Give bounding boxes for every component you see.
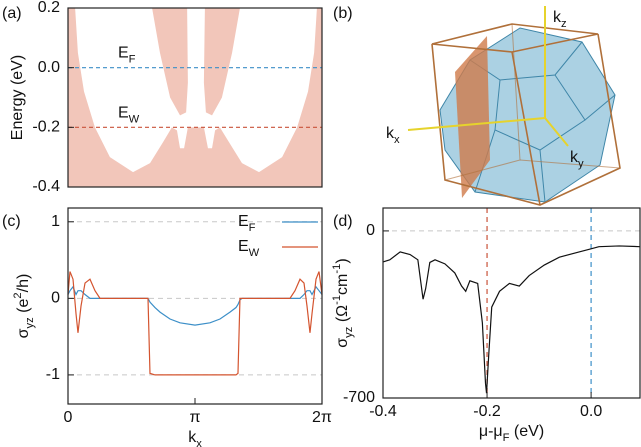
y-axis-label: σyz (e2/h) — [12, 274, 36, 339]
y-tick-label: 0.0 — [38, 59, 60, 76]
text-part: E — [238, 238, 249, 255]
series-line — [67, 271, 323, 376]
panel-label: (b) — [333, 5, 353, 22]
y-tick-label: 0 — [51, 290, 60, 307]
axis-name: ky — [570, 149, 584, 170]
brillouin-zone — [407, 6, 621, 206]
text-part: /h) — [15, 274, 32, 293]
zone-edge — [584, 94, 616, 121]
axis-name: kx — [386, 125, 400, 146]
band-gap-region — [75, 8, 317, 173]
text-part: E — [238, 213, 249, 230]
text-part: σ — [334, 338, 351, 348]
text-part: yz — [24, 317, 36, 329]
text-part: cm — [334, 274, 351, 295]
text-part: F — [249, 222, 256, 234]
text-part: k — [386, 125, 395, 142]
y-tick-label: 0.2 — [38, 0, 60, 16]
text-part: k — [188, 429, 197, 446]
level-label: EF — [118, 45, 136, 66]
level-label: EW — [118, 105, 140, 126]
box-edge — [511, 51, 541, 206]
text-part: σ — [15, 328, 32, 338]
axis-ky — [544, 117, 569, 147]
text-part: ) — [334, 258, 351, 263]
x-axis-label: μ-μF (eV) — [479, 423, 544, 444]
text-part: k — [553, 9, 562, 26]
text-part: (e — [15, 298, 32, 317]
plot-frame — [382, 207, 641, 399]
text-part: x — [196, 438, 202, 447]
text-part: (Ω — [334, 305, 351, 327]
panel-label: (a) — [2, 5, 22, 22]
y-axis-label: Energy (eV) — [9, 55, 26, 140]
x-tick-label: -0.2 — [473, 403, 501, 420]
legend-label: EF — [238, 213, 256, 234]
text-part: μ-μ — [479, 423, 503, 440]
x-tick-label: 0 — [64, 409, 73, 426]
x-tick-label: -0.4 — [369, 403, 397, 420]
axis-kx — [407, 117, 546, 131]
series-line — [67, 285, 323, 326]
text-part: yz — [343, 326, 355, 338]
text-part: W — [129, 113, 140, 125]
y-tick-label: 1 — [51, 213, 60, 230]
box-edge — [519, 159, 621, 169]
zone-edge — [539, 149, 546, 203]
panel-label: (c) — [2, 213, 21, 230]
text-part: x — [394, 134, 400, 146]
y-tick-label: -0.4 — [32, 178, 60, 195]
text-part: -1 — [331, 264, 343, 274]
text-part: y — [578, 158, 584, 170]
text-part: k — [570, 149, 579, 166]
text-part: Energy (eV) — [9, 55, 26, 140]
panel-label: (d) — [333, 213, 353, 230]
y-axis-label: σyz (Ω-1cm-1) — [331, 258, 355, 347]
series-line — [382, 245, 641, 394]
text-part: z — [561, 18, 567, 30]
x-tick-label: 2π — [312, 409, 332, 426]
y-tick-label: -0.2 — [32, 119, 60, 136]
x-tick-label: π — [189, 409, 200, 426]
x-axis-label: kx — [188, 429, 202, 447]
text-part: W — [249, 247, 260, 259]
text-part: (eV) — [509, 423, 544, 440]
text-part: F — [129, 54, 136, 66]
text-part: 2 — [12, 292, 24, 298]
plot-frame — [67, 7, 323, 188]
y-tick-label: -1 — [46, 366, 60, 383]
y-tick-label: 0 — [366, 222, 375, 239]
cut-plane — [455, 36, 490, 198]
x-tick-label: 0.0 — [580, 403, 602, 420]
text-part: F — [503, 432, 510, 444]
text-part: E — [118, 105, 129, 122]
y-tick-label: -700 — [343, 389, 375, 406]
text-part: E — [118, 45, 129, 62]
legend-label: EW — [238, 238, 260, 259]
text-part: -1 — [331, 295, 343, 305]
axis-name: kz — [553, 9, 567, 30]
